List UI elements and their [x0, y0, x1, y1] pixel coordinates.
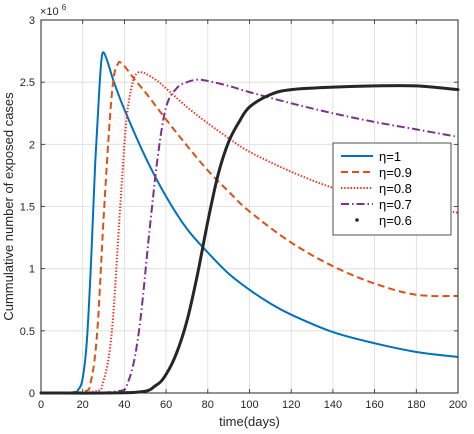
y-tick-label: 0: [29, 388, 35, 400]
y-tick-label: 1: [29, 264, 35, 276]
x-tick-label: 60: [160, 399, 172, 411]
y-multiplier-exponent: 6: [62, 3, 67, 12]
y-axis-multiplier: ×10 6: [40, 3, 67, 18]
legend-label: η=0.9: [379, 165, 412, 180]
legend-box: [332, 142, 452, 236]
x-axis-ticks: 0 20 40 60 80 100 120 140 160 180 200: [38, 20, 467, 411]
series-line-1: [40, 51, 459, 394]
series-line-4: [40, 78, 459, 395]
x-tick-label: 40: [118, 399, 130, 411]
y-tick-label: 0.5: [20, 326, 35, 338]
x-tick-label: 120: [282, 399, 300, 411]
y-tick-label: 1.5: [20, 202, 35, 214]
y-tick-label: 2: [29, 139, 35, 151]
legend: η=1η=0.9η=0.8η=0.7η=0.6: [332, 142, 452, 236]
series-line-5: [39, 84, 460, 395]
x-tick-label: 140: [324, 399, 342, 411]
legend-label: η=0.6: [379, 213, 412, 228]
x-axis-label: time(days): [219, 414, 280, 429]
legend-label: η=0.8: [379, 181, 412, 196]
x-tick-label: 160: [365, 399, 383, 411]
legend-label: η=0.7: [379, 197, 412, 212]
x-tick-label: 200: [449, 399, 467, 411]
series-line-3: [40, 71, 459, 395]
x-tick-label: 180: [407, 399, 425, 411]
y-multiplier-base: ×10: [40, 6, 59, 18]
y-axis-ticks: 0 0.5 1 1.5 2 2.5 3: [20, 15, 458, 400]
y-axis-label: Cummulative number of exposed cases: [1, 92, 16, 321]
x-tick-label: 100: [240, 399, 258, 411]
x-tick-label: 0: [38, 399, 44, 411]
y-tick-label: 3: [29, 15, 35, 27]
series-lines: [39, 51, 460, 395]
y-tick-label: 2.5: [20, 77, 35, 89]
legend-label: η=1: [379, 149, 401, 164]
x-tick-label: 80: [202, 399, 214, 411]
legend-marker: [355, 218, 359, 222]
x-tick-label: 20: [77, 399, 89, 411]
